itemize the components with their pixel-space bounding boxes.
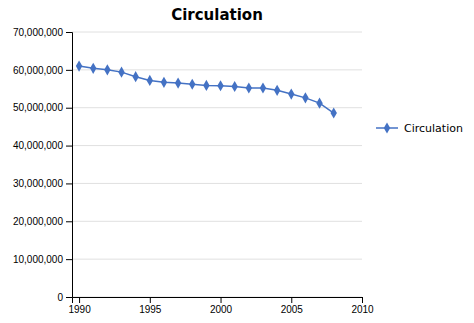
tick: 40,000,000 — [13, 140, 72, 151]
marker — [288, 89, 294, 100]
grid-line — [72, 145, 362, 146]
marker — [330, 107, 336, 118]
chart: 1990 1995 2000 2005 2010 0 10,000,000 20,000,00… — [0, 0, 474, 323]
tick: 70,000,000 — [13, 27, 72, 38]
marker — [246, 82, 252, 93]
grid-line — [72, 221, 362, 222]
marker — [189, 79, 195, 90]
title: Circulation — [171, 6, 263, 24]
tick: 0 — [57, 292, 72, 303]
tick-mark — [66, 108, 72, 109]
grid-line — [72, 183, 362, 184]
tick: 2000 — [210, 297, 233, 315]
axis-line — [73, 298, 363, 304]
grid — [72, 32, 362, 297]
tick-mark — [150, 297, 151, 303]
tick-label: 40,000,000 — [13, 140, 63, 151]
tick-label: 20,000,000 — [13, 216, 63, 227]
marker — [316, 98, 322, 109]
y-axis: 0 10,000,000 20,000,000 30,000,000 40,000,00… — [13, 27, 73, 303]
grid-line — [72, 107, 362, 108]
tick: 30,000,000 — [13, 178, 72, 189]
tick-label: 10,000,000 — [13, 254, 63, 265]
marker — [231, 81, 237, 92]
tick-mark — [362, 297, 363, 303]
tick: 2005 — [281, 297, 304, 315]
tick-mark — [66, 297, 72, 298]
marker — [104, 64, 110, 75]
tick-label: 70,000,000 — [13, 27, 63, 38]
grid-line — [72, 69, 362, 70]
tick-label: 60,000,000 — [13, 65, 63, 76]
tick-mark — [221, 297, 222, 303]
legend: Circulation — [376, 122, 463, 135]
marker — [76, 60, 82, 71]
tick-mark — [79, 297, 80, 303]
legend-item: Circulation — [376, 122, 463, 135]
tick-mark — [66, 146, 72, 147]
tick-label: 2010 — [351, 304, 374, 315]
plot: 1990 1995 2000 2005 2010 0 10,000,000 20,000,00… — [13, 27, 374, 315]
tick-mark — [66, 32, 72, 33]
marker — [118, 67, 124, 78]
tick: 20,000,000 — [13, 216, 72, 227]
legend-label: Circulation — [404, 122, 463, 135]
marker — [260, 82, 266, 93]
tick-label: 0 — [57, 292, 63, 303]
tick-mark — [66, 70, 72, 71]
tick-label: 30,000,000 — [13, 178, 63, 189]
marker — [217, 80, 223, 91]
tick-label: 50,000,000 — [13, 102, 63, 113]
marker — [274, 85, 280, 96]
tick: 1995 — [139, 297, 162, 315]
tick: 50,000,000 — [13, 102, 72, 113]
marker — [302, 92, 308, 103]
marker — [175, 78, 181, 89]
tick-label: 1995 — [139, 304, 162, 315]
tick-label: 1990 — [68, 304, 91, 315]
axis-line — [66, 33, 73, 298]
line — [79, 66, 334, 113]
tick: 10,000,000 — [13, 254, 72, 265]
legend-marker — [384, 122, 390, 133]
tick-label: 2005 — [281, 304, 304, 315]
grid-line — [72, 259, 362, 260]
marker — [203, 80, 209, 91]
marker — [132, 71, 138, 82]
tick: 2010 — [351, 297, 374, 315]
marker — [161, 77, 167, 88]
tick-mark — [66, 259, 72, 260]
tick: 60,000,000 — [13, 65, 72, 76]
tick-mark — [66, 183, 72, 184]
marker — [147, 75, 153, 86]
grid-line — [72, 32, 362, 33]
marks — [76, 60, 337, 118]
marker — [90, 63, 96, 74]
tick-mark — [66, 221, 72, 222]
tick-mark — [291, 297, 292, 303]
tick: 1990 — [68, 297, 91, 315]
x-axis: 1990 1995 2000 2005 2010 — [68, 297, 374, 315]
tick-label: 2000 — [210, 304, 233, 315]
